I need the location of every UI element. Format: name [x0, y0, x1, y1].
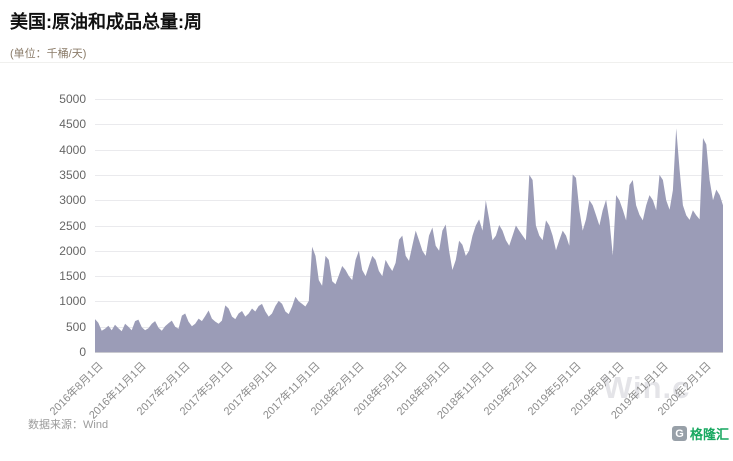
area-series	[95, 128, 723, 352]
header-divider	[0, 62, 733, 63]
gridline	[95, 149, 723, 151]
y-tick-label: 1000	[59, 294, 86, 309]
y-tick-label: 2500	[59, 218, 86, 233]
y-tick-label: 2000	[59, 243, 86, 258]
area-chart	[95, 99, 723, 353]
gelonghui-logo-icon: G	[671, 426, 687, 441]
y-tick-label: 500	[65, 319, 86, 334]
y-tick-label: 4000	[59, 142, 86, 157]
gridline	[95, 200, 723, 202]
y-tick-label: 0	[79, 345, 86, 359]
gridline	[95, 99, 723, 100]
gelonghui-logo-text: 格隆汇	[689, 427, 729, 442]
gridline	[95, 352, 723, 353]
page-title: 美国:原油和成品总量:周	[10, 12, 202, 32]
y-tick-label: 5000	[59, 92, 86, 106]
area-polygon	[95, 128, 723, 352]
background-watermark: Win.c	[603, 370, 691, 405]
y-tick-label: 1500	[59, 269, 86, 284]
gridline	[95, 225, 723, 227]
unit-label: (单位：千桶/天)	[10, 48, 87, 60]
data-source: 数据来源：Wind	[28, 419, 109, 431]
y-tick-label: 3000	[59, 193, 86, 208]
site-logo: G 格隆汇	[671, 424, 729, 443]
y-tick-label: 3500	[59, 167, 86, 182]
gridline	[95, 124, 723, 126]
y-tick-label: 4500	[59, 117, 86, 132]
gridline	[95, 174, 723, 176]
gridline	[95, 250, 723, 252]
y-axis-labels: 5000 4500 4000 3500 3000 2500 2000 1500 1000 500 0	[0, 92, 86, 359]
